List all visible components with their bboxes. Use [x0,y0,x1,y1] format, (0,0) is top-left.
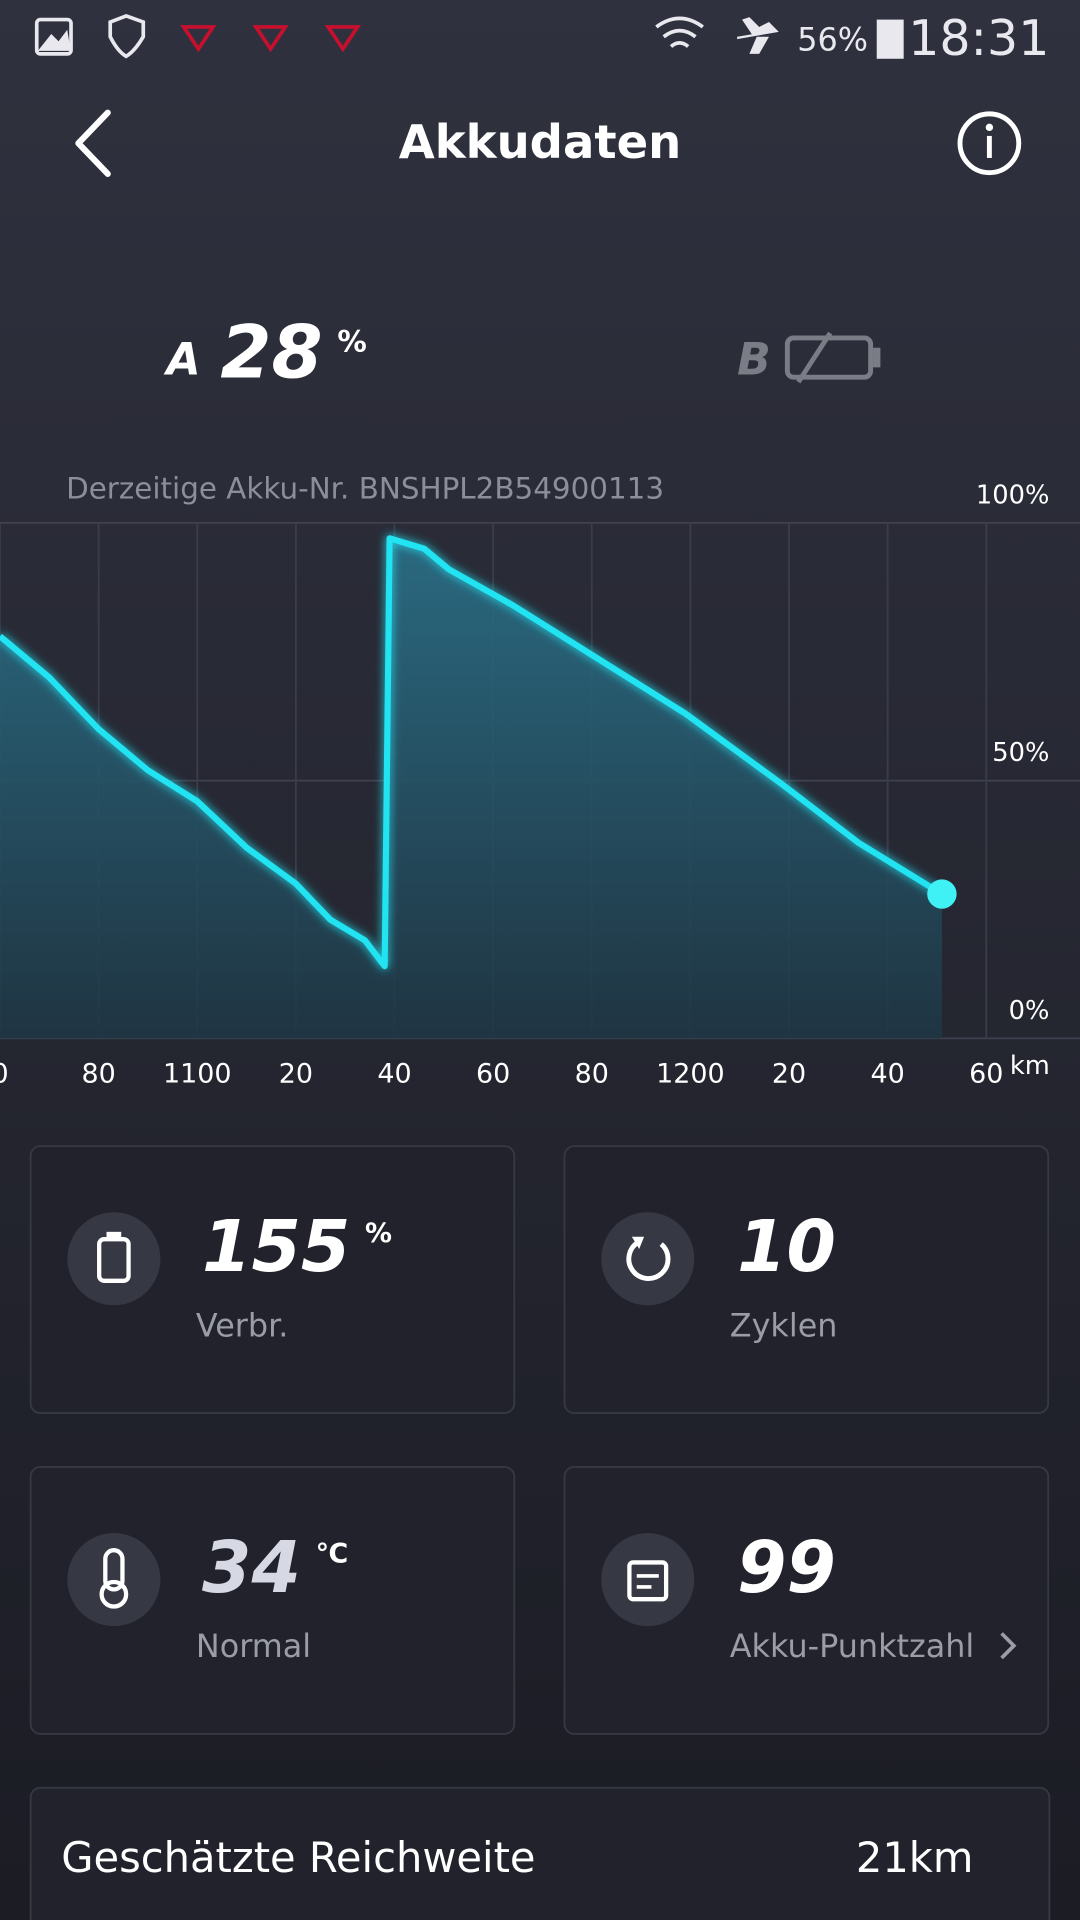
area [0,538,942,1039]
card-borders [29,1145,1051,1920]
y-tick-label: 100% [976,480,1049,510]
card-icons [67,1212,695,1627]
card-label: Zyklen [730,1306,838,1344]
x-tick-label: 40 [377,1059,411,1090]
range-label: Geschätzte Reichweite [61,1833,535,1882]
card-unit: % [365,1218,392,1249]
battery-a-label: A [164,334,201,385]
x-tick-label: 40 [871,1059,905,1090]
info-button[interactable] [957,111,1022,176]
card-value: 34 [202,1526,301,1609]
x-tick-label: 60 [969,1059,1003,1090]
chart: 0%50%100%0801100204060801200204060km [0,480,1080,1090]
battery-a-value: 28 [220,311,322,396]
x-tick-label: 0 [0,1059,9,1090]
card-label: Akku-Punktzahl [730,1627,974,1665]
battery-b-label: B [737,334,771,385]
x-tick-label: 80 [575,1059,609,1090]
x-axis-unit: km [1010,1051,1050,1081]
card-value: 99 [737,1526,836,1609]
x-tick-label: 20 [772,1059,806,1090]
battery-b-icon [784,331,881,384]
end-point [927,879,957,909]
cards: 155 % Verbr. 10 Zyklen 34 ℃ Normal 99 Akku-Punktz… [196,1205,974,1665]
y-tick-label: 0% [1009,996,1050,1026]
y-tick-label: 50% [992,738,1049,768]
range-value: 21km [856,1833,974,1882]
x-tick-label: 80 [81,1059,115,1090]
back-button[interactable] [75,109,111,177]
card-label: Verbr. [196,1306,288,1344]
page-title: Akkudaten [399,115,682,169]
battery-a-unit: % [337,324,366,358]
status-battery: 56% [797,21,868,59]
line [0,535,944,970]
card-label: Normal [196,1627,311,1665]
card-value: 10 [737,1205,836,1288]
card-unit: ℃ [316,1539,349,1570]
score-chevron[interactable] [1000,1632,1017,1660]
x-tick-label: 60 [476,1059,510,1090]
status-time: 18:31 [908,10,1049,67]
x-tick-label: 1200 [656,1059,725,1090]
x-tick-label: 1100 [163,1059,232,1090]
x-tick-label: 20 [279,1059,313,1090]
battery-number: Derzeitige Akku-Nr. BNSHPL2B54900113 [66,471,664,505]
card-value: 155 [202,1205,350,1288]
